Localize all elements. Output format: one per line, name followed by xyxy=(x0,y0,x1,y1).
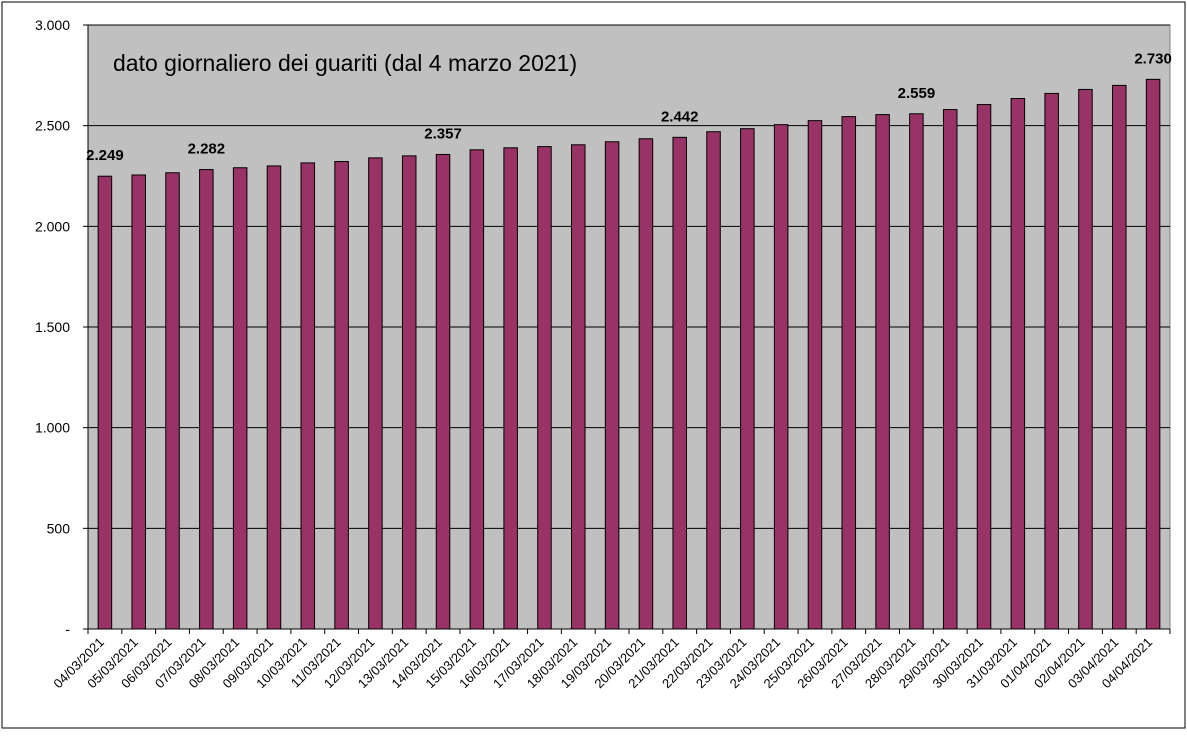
y-tick-label: 1.000 xyxy=(35,420,70,436)
bar xyxy=(232,167,248,630)
data-label: 2.357 xyxy=(424,125,462,142)
bar xyxy=(740,128,755,630)
bar xyxy=(1145,78,1161,630)
chart-title: dato giornaliero dei guariti (dal 4 marz… xyxy=(113,50,577,76)
y-tick-label: - xyxy=(65,621,70,637)
bar xyxy=(909,113,924,630)
y-tick-label: 1.500 xyxy=(35,319,70,335)
bar xyxy=(1112,84,1127,630)
bar xyxy=(1010,97,1026,630)
y-tick-labels: - 500 1.000 1.500 2.000 2.500 3.000 xyxy=(35,17,70,637)
bar xyxy=(841,116,857,630)
bar xyxy=(638,138,654,630)
bar xyxy=(503,147,518,630)
data-label: 2.559 xyxy=(898,85,936,102)
bar xyxy=(875,114,890,630)
bar xyxy=(1044,92,1059,630)
bar xyxy=(807,120,823,630)
bar xyxy=(435,153,451,630)
bar xyxy=(976,104,992,630)
bar xyxy=(1078,88,1093,630)
bar xyxy=(368,157,383,630)
bar xyxy=(537,146,552,630)
data-label: 2.249 xyxy=(86,147,124,164)
data-labels: 2.249 2.282 2.357 2.442 2.559 2.730 xyxy=(86,50,1172,164)
bar xyxy=(706,131,721,630)
data-label: 2.442 xyxy=(661,108,699,125)
bar xyxy=(773,124,789,630)
bar xyxy=(401,155,417,630)
bar xyxy=(266,165,282,630)
bar xyxy=(97,175,113,630)
y-tick-label: 2.000 xyxy=(35,218,70,234)
data-label: 2.730 xyxy=(1134,50,1172,67)
y-tick-label: 500 xyxy=(47,520,71,536)
bar xyxy=(131,174,146,630)
bar xyxy=(469,149,485,630)
bars xyxy=(97,78,1161,630)
bar xyxy=(942,109,958,630)
bar xyxy=(672,136,687,630)
data-label: 2.282 xyxy=(188,141,226,158)
axes xyxy=(83,24,1171,634)
y-tick-label: 3.000 xyxy=(35,17,70,33)
bar xyxy=(604,141,620,630)
bar xyxy=(300,162,316,630)
bar xyxy=(199,169,214,630)
bar xyxy=(571,144,586,630)
bar xyxy=(334,161,349,630)
bar xyxy=(165,172,180,630)
y-tick-label: 2.500 xyxy=(35,118,70,134)
